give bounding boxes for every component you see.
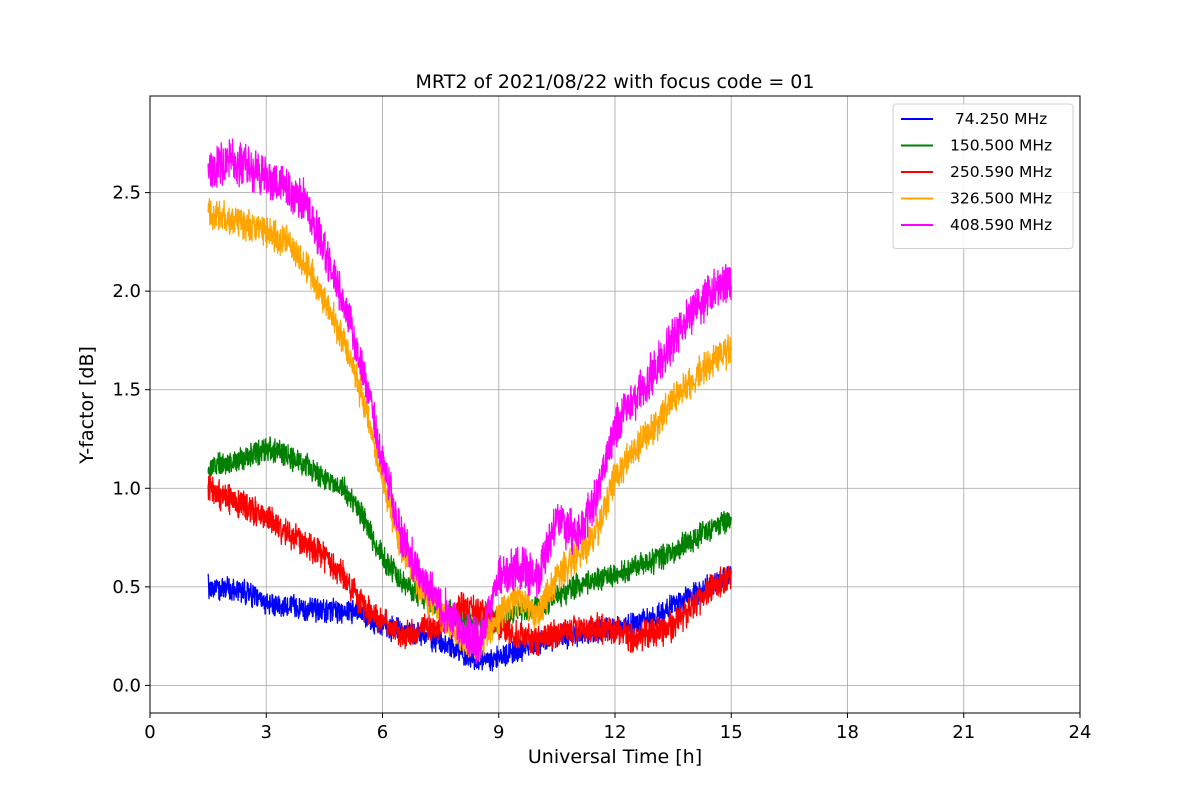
legend-label: 250.590 MHz	[950, 163, 1052, 181]
x-tick-label: 18	[836, 722, 859, 743]
x-tick-label: 12	[604, 722, 627, 743]
x-tick-label: 21	[952, 722, 975, 743]
legend-label: 326.500 MHz	[950, 190, 1052, 208]
y-tick-label: 2.0	[112, 281, 141, 302]
x-tick-label: 9	[493, 722, 504, 743]
axis-ticks: 0 3 6 9 12 15 18 21 24 0.0 0.5 1.0 1.5 2.0 2.5	[112, 183, 1091, 743]
y-tick-label: 1.5	[112, 380, 141, 401]
y-axis-title: Y-factor [dB]	[76, 346, 98, 465]
x-tick-label: 0	[144, 722, 155, 743]
legend: 74.250 MHz 150.500 MHz 250.590 MHz 326.500 …	[892, 103, 1074, 249]
legend-box	[892, 103, 1074, 249]
series-line	[207, 474, 732, 657]
y-tick-label: 1.0	[112, 478, 141, 499]
legend-label: 408.590 MHz	[950, 216, 1052, 234]
x-tick-label: 24	[1069, 722, 1092, 743]
y-tick-label: 0.5	[112, 577, 141, 598]
series-line	[207, 138, 732, 665]
x-tick-label: 15	[720, 722, 743, 743]
y-tick-label: 2.5	[112, 183, 141, 204]
x-tick-label: 3	[261, 722, 272, 743]
legend-label: 150.500 MHz	[950, 137, 1052, 155]
series-layer	[207, 138, 732, 672]
legend-label: 74.250 MHz	[950, 110, 1047, 128]
chart-title: MRT2 of 2021/08/22 with focus code = 01	[416, 71, 815, 93]
y-tick-label: 0.0	[112, 675, 141, 696]
x-tick-label: 6	[377, 722, 388, 743]
x-axis-title: Universal Time [h]	[528, 746, 702, 768]
